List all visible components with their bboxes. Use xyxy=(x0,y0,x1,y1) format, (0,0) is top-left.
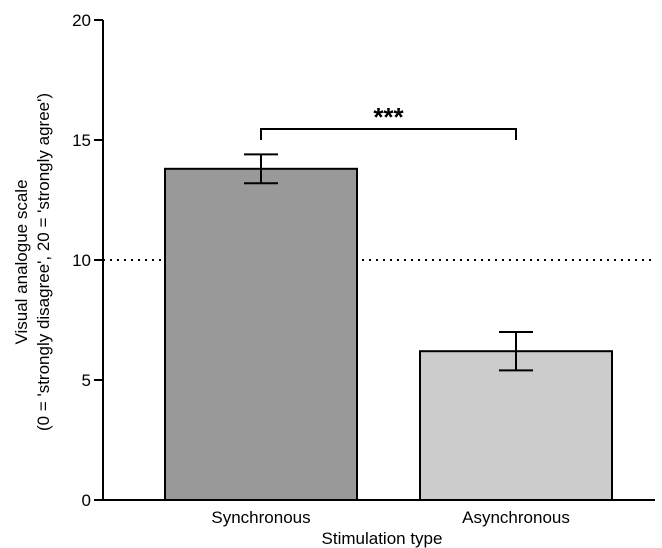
y-tick-label: 10 xyxy=(72,251,91,270)
significance-group: *** xyxy=(260,102,517,140)
x-tick-label: Asynchronous xyxy=(462,508,570,527)
bars-group xyxy=(164,167,613,502)
bar-synchronous xyxy=(164,167,358,502)
x-axis-title: Stimulation type xyxy=(322,529,443,548)
significance-label: *** xyxy=(373,102,404,132)
y-axis-title-group: Visual analogue scale (0 = 'strongly dis… xyxy=(12,93,53,431)
y-axis-title-line1: Visual analogue scale xyxy=(12,179,31,344)
significance-bracket xyxy=(260,128,517,140)
y-axis: 0 5 10 15 20 xyxy=(72,11,104,510)
y-tick-label: 5 xyxy=(82,371,91,390)
y-tick-label: 15 xyxy=(72,131,91,150)
y-tick-label: 0 xyxy=(82,491,91,510)
x-axis: Synchronous Asynchronous xyxy=(103,499,655,527)
bar-asynchronous xyxy=(419,350,613,502)
y-axis-title-line2: (0 = 'strongly disagree', 20 = 'strongly… xyxy=(34,93,53,431)
error-bars-group xyxy=(244,153,533,372)
y-tick-label: 20 xyxy=(72,11,91,30)
x-tick-label: Synchronous xyxy=(211,508,310,527)
